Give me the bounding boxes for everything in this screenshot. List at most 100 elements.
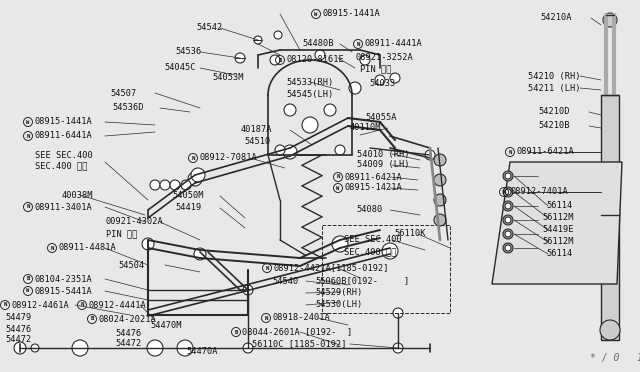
Text: 54211 (LH): 54211 (LH)	[528, 83, 580, 93]
Circle shape	[434, 174, 446, 186]
Text: 54009 (LH): 54009 (LH)	[357, 160, 410, 170]
Circle shape	[177, 340, 193, 356]
Circle shape	[270, 55, 280, 65]
Circle shape	[170, 180, 180, 190]
Text: N: N	[3, 302, 6, 308]
Text: B: B	[234, 330, 237, 334]
Text: 08911-6441A: 08911-6441A	[35, 131, 92, 141]
Text: 54536D: 54536D	[112, 103, 143, 112]
Text: 54476: 54476	[5, 324, 31, 334]
Text: 08912-4441A: 08912-4441A	[88, 301, 147, 310]
Text: 08915-1421A: 08915-1421A	[344, 183, 403, 192]
Text: 54476: 54476	[115, 328, 141, 337]
Text: SEC.400 参照: SEC.400 参照	[35, 161, 88, 170]
Text: 54470A: 54470A	[186, 347, 218, 356]
Text: W: W	[314, 12, 317, 16]
Circle shape	[603, 13, 617, 27]
Text: 54510: 54510	[244, 138, 270, 147]
Text: 54545(LH): 54545(LH)	[286, 90, 333, 99]
Circle shape	[503, 215, 513, 225]
Text: 54540: 54540	[272, 276, 298, 285]
Circle shape	[393, 308, 403, 318]
Text: N: N	[502, 189, 506, 195]
Polygon shape	[492, 162, 622, 284]
Circle shape	[505, 231, 511, 237]
Text: N: N	[51, 246, 54, 250]
Bar	[322, 225, 450, 313]
Text: N: N	[26, 134, 29, 138]
Text: 08044-2601A [0192-  ]: 08044-2601A [0192- ]	[243, 327, 353, 337]
Text: 56114: 56114	[546, 250, 572, 259]
Circle shape	[505, 173, 511, 179]
Circle shape	[188, 172, 202, 186]
Text: 40038M: 40038M	[62, 190, 93, 199]
Text: B: B	[90, 317, 93, 321]
Circle shape	[243, 285, 253, 295]
Text: 55060B[0192-: 55060B[0192-	[315, 276, 378, 285]
Circle shape	[254, 36, 262, 44]
Text: 56114: 56114	[546, 202, 572, 211]
Circle shape	[600, 320, 620, 340]
Circle shape	[382, 243, 398, 259]
Text: W: W	[26, 119, 29, 125]
Text: 00921-4302A: 00921-4302A	[106, 218, 164, 227]
Circle shape	[375, 75, 385, 85]
Text: 40110M: 40110M	[350, 124, 381, 132]
Circle shape	[283, 145, 297, 159]
Text: 54504: 54504	[118, 260, 144, 269]
Text: 54210B: 54210B	[538, 122, 570, 131]
Text: 08911-6421A: 08911-6421A	[344, 173, 403, 182]
Text: 08912-4461A: 08912-4461A	[12, 301, 69, 310]
Text: 54470M: 54470M	[150, 321, 182, 330]
Circle shape	[434, 154, 446, 166]
Text: 54480B: 54480B	[302, 39, 333, 48]
Text: N: N	[337, 174, 340, 180]
Text: PIN ピン: PIN ピン	[106, 230, 138, 238]
Circle shape	[315, 50, 325, 60]
Text: 56112M: 56112M	[542, 214, 573, 222]
Text: 54210 (RH): 54210 (RH)	[528, 71, 580, 80]
Text: ]: ]	[404, 276, 409, 285]
Circle shape	[505, 245, 511, 251]
Text: 54045C: 54045C	[164, 64, 195, 73]
Text: 08915-1441A: 08915-1441A	[323, 10, 380, 19]
Circle shape	[142, 238, 154, 250]
Circle shape	[503, 201, 513, 211]
Text: 08104-2351A: 08104-2351A	[35, 275, 92, 283]
Text: 54053M: 54053M	[212, 74, 243, 83]
Text: N: N	[191, 155, 195, 160]
Circle shape	[243, 343, 253, 353]
Circle shape	[505, 203, 511, 209]
Text: 08120-8161E: 08120-8161E	[287, 55, 344, 64]
Text: 54530(LH): 54530(LH)	[315, 301, 362, 310]
Circle shape	[390, 73, 400, 83]
Text: 54010 (RH): 54010 (RH)	[357, 150, 410, 158]
Circle shape	[191, 168, 205, 182]
Text: 40187A: 40187A	[241, 125, 273, 135]
Text: 08911-4481A: 08911-4481A	[58, 244, 116, 253]
Circle shape	[150, 180, 160, 190]
Text: 08912-7401A: 08912-7401A	[511, 187, 568, 196]
Text: N: N	[26, 205, 29, 209]
Text: 54472: 54472	[5, 334, 31, 343]
Text: 08024-2021A: 08024-2021A	[99, 314, 156, 324]
Circle shape	[360, 55, 370, 65]
Circle shape	[14, 342, 26, 354]
Text: 54419E: 54419E	[542, 225, 573, 234]
Text: W: W	[26, 289, 29, 294]
Text: 54050M: 54050M	[172, 192, 204, 201]
Text: 08911-4441A: 08911-4441A	[365, 39, 422, 48]
Circle shape	[425, 150, 435, 160]
Text: 54055A: 54055A	[365, 113, 397, 122]
Text: N: N	[356, 42, 360, 46]
Circle shape	[284, 104, 296, 116]
Text: 54419: 54419	[175, 203, 201, 212]
Circle shape	[275, 145, 285, 155]
Circle shape	[503, 171, 513, 181]
Text: 54536: 54536	[175, 48, 201, 57]
Text: 54080: 54080	[356, 205, 382, 215]
Circle shape	[147, 340, 163, 356]
Text: 08911-3401A: 08911-3401A	[35, 202, 92, 212]
Circle shape	[434, 194, 446, 206]
Circle shape	[393, 343, 403, 353]
